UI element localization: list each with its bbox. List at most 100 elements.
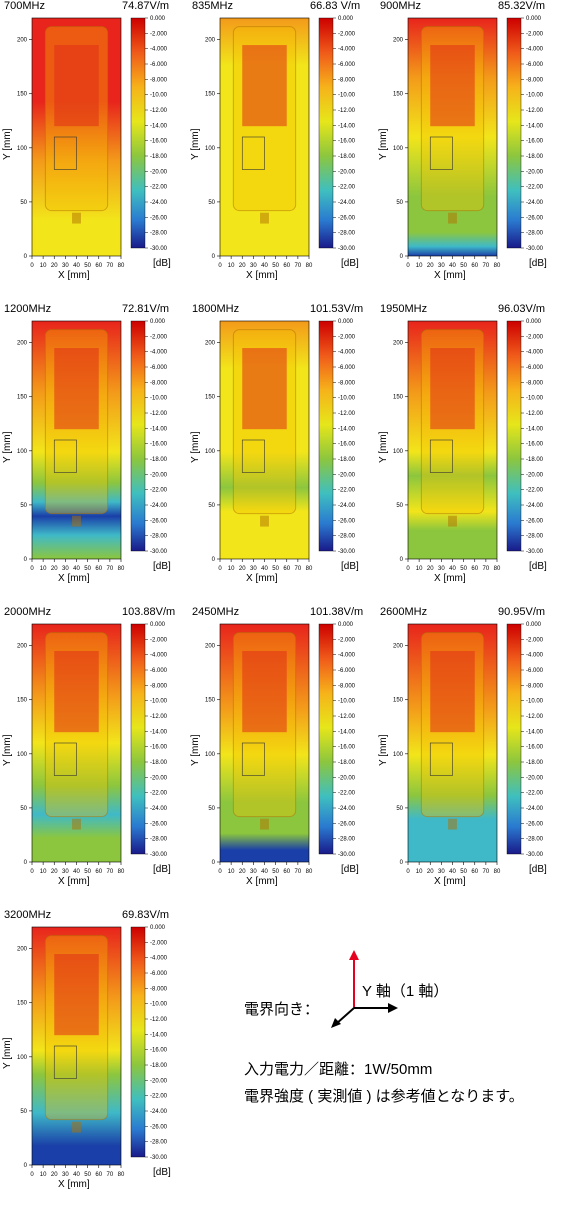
frequency-label: 1950MHz — [380, 303, 428, 315]
x-tick-label: 60 — [471, 263, 478, 269]
colorbar-tick-label: -10.00 — [150, 396, 168, 402]
device-label-box — [241, 742, 265, 776]
x-tick-label: 20 — [51, 1172, 58, 1178]
y-tick-label: 150 — [205, 698, 216, 704]
colorbar-tick-label: -14.00 — [338, 729, 356, 735]
colorbar-tick-label: -8.000 — [526, 380, 544, 386]
colorbar-tick-label: -8.000 — [526, 683, 544, 689]
colorbar-tick-label: -30.00 — [150, 549, 168, 555]
radiation-area-icon — [430, 348, 475, 430]
colorbar-tick-label: -26.00 — [150, 215, 168, 221]
x-tick-label: 10 — [40, 566, 47, 572]
colorbar-tick-label: -22.00 — [526, 488, 544, 494]
x-tick-label: 10 — [228, 869, 235, 875]
device-tab — [72, 1121, 81, 1133]
y-tick-label: 0 — [400, 557, 404, 563]
heatmap-panel: 2000MHz 103.88V/m 0 10 20 30 40 50 60 70 80 0 50 100 1… — [0, 606, 188, 906]
colorbar-tick-label: -4.000 — [338, 350, 356, 356]
heatmap-svg: 0 10 20 30 40 50 60 70 80 0 50 100 150 200 0.000 -2.000… — [393, 622, 544, 875]
colorbar-tick-label: -16.00 — [338, 442, 356, 448]
heatmap-svg: 0 10 20 30 40 50 60 70 80 0 50 100 150 200 0.000 -2.000… — [17, 16, 168, 269]
x-axis-label: X [mm] — [58, 1179, 90, 1190]
radiation-area-icon — [242, 651, 287, 733]
x-tick-label: 60 — [283, 263, 290, 269]
colorbar-tick-label: -2.000 — [150, 940, 168, 946]
colorbar-tick-label: -22.00 — [526, 791, 544, 797]
colorbar-tick-label: -26.00 — [150, 1124, 168, 1130]
colorbar-tick-label: -18.00 — [150, 1063, 168, 1069]
colorbar-tick-label: -4.000 — [150, 47, 168, 53]
y-tick-label: 100 — [17, 449, 28, 455]
y-axis-label: Y [mm] — [190, 431, 201, 463]
colorbar-tick-label: -22.00 — [150, 185, 168, 191]
x-tick-label: 30 — [62, 263, 69, 269]
colorbar — [130, 926, 146, 1158]
x-tick-label: 50 — [84, 1172, 91, 1178]
unit-label: [dB] — [529, 864, 547, 875]
colorbar-tick-label: 0.000 — [526, 319, 542, 325]
colorbar-tick-label: -12.00 — [526, 108, 544, 114]
colorbar-tick-label: -18.00 — [526, 760, 544, 766]
y-tick-label: 200 — [205, 644, 216, 650]
colorbar-tick-label: -10.00 — [526, 93, 544, 99]
x-tick-label: 40 — [449, 566, 456, 572]
y-axis-label: Y [mm] — [190, 734, 201, 766]
y-tick-label: 0 — [212, 557, 216, 563]
y-tick-label: 150 — [205, 395, 216, 401]
x-tick-label: 30 — [250, 566, 257, 572]
y-tick-label: 50 — [396, 200, 403, 206]
colorbar — [130, 623, 146, 855]
x-tick-label: 80 — [494, 566, 501, 572]
y-tick-label: 0 — [400, 254, 404, 260]
device-label-box — [241, 136, 265, 170]
colorbar-tick-label: -20.00 — [526, 472, 544, 478]
device-label-box — [241, 439, 265, 473]
max-field-label: 69.83V/m — [122, 909, 170, 921]
unit-label: [dB] — [341, 561, 359, 572]
max-field-label: 101.53V/m — [310, 303, 364, 315]
x-tick-label: 60 — [283, 566, 290, 572]
x-tick-label: 0 — [30, 1172, 34, 1178]
y-tick-label: 100 — [17, 1055, 28, 1061]
x-tick-label: 0 — [30, 263, 34, 269]
x-tick-label: 70 — [483, 869, 490, 875]
colorbar-tick-label: -14.00 — [526, 123, 544, 129]
colorbar-tick-label: -24.00 — [338, 200, 356, 206]
colorbar-tick-label: -30.00 — [338, 549, 356, 555]
radiation-area-icon — [430, 651, 475, 733]
x-tick-label: 30 — [438, 263, 445, 269]
colorbar-tick-label: -2.000 — [338, 31, 356, 37]
colorbar-tick-label: -22.00 — [338, 488, 356, 494]
colorbar-tick-label: -4.000 — [526, 350, 544, 356]
y-axis-label: Y [mm] — [2, 734, 13, 766]
colorbar-tick-label: -4.000 — [338, 47, 356, 53]
y-tick-label: 100 — [393, 752, 404, 758]
heatmap-panel: 1200MHz 72.81V/m 0 10 20 30 40 50 60 70 80 0 50 100 15… — [0, 303, 188, 603]
heatmap-panel: 835MHz 66.83 V/m 0 10 20 30 40 50 60 70 80 0 50 100 15… — [188, 0, 376, 300]
unit-label: [dB] — [153, 561, 171, 572]
x-tick-label: 80 — [494, 869, 501, 875]
colorbar-tick-label: 0.000 — [338, 16, 354, 22]
frequency-label: 835MHz — [192, 0, 233, 12]
frequency-label: 900MHz — [380, 0, 421, 12]
y-axis-label: Y [mm] — [378, 128, 389, 160]
x-tick-label: 40 — [261, 566, 268, 572]
colorbar-tick-label: -28.00 — [150, 534, 168, 540]
y-tick-label: 100 — [205, 449, 216, 455]
device-tab — [260, 818, 269, 830]
colorbar-tick-label: -12.00 — [338, 714, 356, 720]
colorbar-tick-label: -8.000 — [338, 380, 356, 386]
x-tick-label: 10 — [416, 566, 423, 572]
y-tick-label: 150 — [17, 1001, 28, 1007]
y-tick-label: 50 — [20, 806, 27, 812]
colorbar-tick-label: -28.00 — [338, 534, 356, 540]
colorbar-tick-label: -26.00 — [526, 821, 544, 827]
x-tick-label: 30 — [438, 566, 445, 572]
heatmap-panel: 2450MHz 101.38V/m 0 10 20 30 40 50 60 70 80 0 50 100 1… — [188, 606, 376, 906]
y-tick-label: 200 — [205, 38, 216, 44]
x-tick-label: 40 — [261, 869, 268, 875]
colorbar-tick-label: -2.000 — [526, 31, 544, 37]
y-tick-label: 50 — [396, 503, 403, 509]
colorbar-tick-label: -28.00 — [150, 231, 168, 237]
colorbar-tick-label: -26.00 — [338, 518, 356, 524]
